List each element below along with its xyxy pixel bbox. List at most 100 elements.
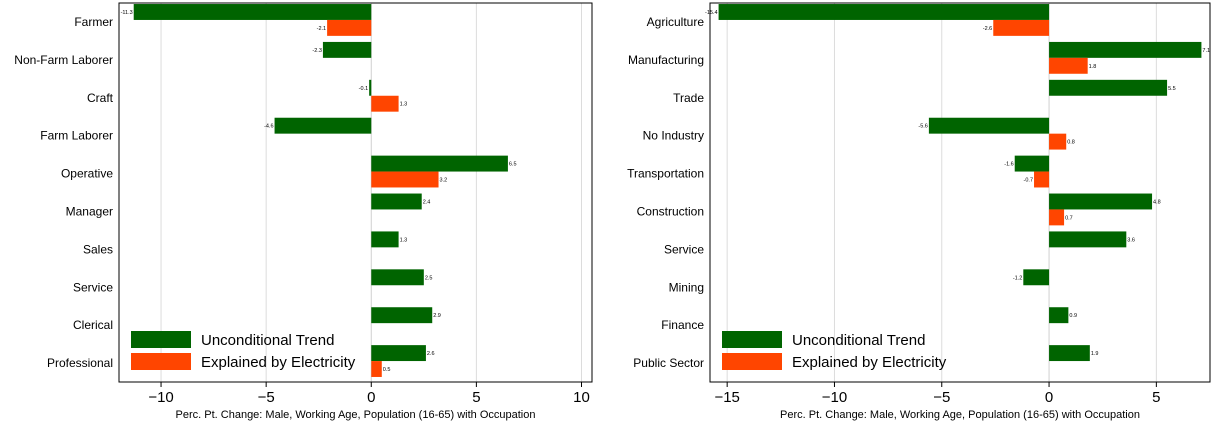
bar xyxy=(718,4,1050,20)
category-label: Sales xyxy=(83,242,113,256)
bar xyxy=(371,171,439,188)
data-label: 1.3 xyxy=(400,237,408,243)
category-label: Manufacturing xyxy=(628,53,704,67)
bar xyxy=(1049,209,1065,226)
data-label: -1.6 xyxy=(1004,162,1013,168)
legend-swatch xyxy=(722,353,782,370)
data-label: 0.7 xyxy=(1065,215,1073,221)
x-tick-label: −15 xyxy=(714,389,739,406)
data-label: 3.2 xyxy=(440,178,448,184)
x-tick-label: −5 xyxy=(933,389,950,406)
bar xyxy=(1049,345,1090,362)
x-tick-label: 0 xyxy=(367,389,375,406)
bar xyxy=(1049,231,1127,248)
data-label: 2.9 xyxy=(433,313,441,319)
category-label: Clerical xyxy=(73,318,113,332)
category-label: Service xyxy=(664,242,704,256)
plot-frame xyxy=(709,2,1211,383)
bar xyxy=(371,193,422,210)
data-label: 0.5 xyxy=(383,367,391,373)
x-tick-label: 10 xyxy=(573,389,590,406)
legend-label: Explained by Electricity xyxy=(792,354,947,371)
data-label: 7.1 xyxy=(1202,48,1210,54)
bar xyxy=(1049,57,1088,74)
x-tick-label: 0 xyxy=(1045,389,1053,406)
x-axis-title: Perc. Pt. Change: Male, Working Age, Pop… xyxy=(176,409,536,421)
legend-swatch xyxy=(131,331,191,348)
x-tick-label: 5 xyxy=(472,389,480,406)
x-tick-label: 5 xyxy=(1152,389,1160,406)
industry-chart-panel: Agriculture-15.4 -2.6 Manufacturing 7.1 1.8 T… xyxy=(627,2,1211,421)
bar xyxy=(369,79,372,96)
category-label: Farm Laborer xyxy=(40,129,113,143)
bar xyxy=(1023,269,1050,286)
bar xyxy=(371,269,424,286)
data-label: -4.6 xyxy=(264,124,273,130)
bar xyxy=(1049,133,1067,150)
x-tick-label: −10 xyxy=(148,389,173,406)
category-label: Construction xyxy=(637,204,704,218)
data-label: -5.6 xyxy=(918,124,927,130)
bar xyxy=(371,95,399,112)
data-label: 5.5 xyxy=(1168,86,1176,92)
category-label: Public Sector xyxy=(633,356,704,370)
category-label: Service xyxy=(73,280,113,294)
data-label: 2.4 xyxy=(423,199,431,205)
legend-swatch xyxy=(131,353,191,370)
bar xyxy=(1034,171,1050,188)
data-label: -1.2 xyxy=(1013,275,1022,281)
data-label: 4.8 xyxy=(1153,199,1161,205)
category-label: Finance xyxy=(661,318,704,332)
bar xyxy=(327,19,372,36)
bar xyxy=(928,117,1050,134)
legend-label: Unconditional Trend xyxy=(792,332,925,349)
category-label: Manager xyxy=(66,204,113,218)
bar xyxy=(133,4,372,20)
data-label: -0.7 xyxy=(1024,178,1033,184)
bar xyxy=(371,345,426,362)
bar xyxy=(371,307,433,324)
occupation-chart-panel: Farmer -11.3 -2.1 Non-Farm Laborer -2.3 Craft… xyxy=(14,2,593,421)
category-label: Transportation xyxy=(627,167,704,181)
bar xyxy=(371,231,399,248)
data-label: 1.3 xyxy=(400,102,408,108)
bar xyxy=(1014,155,1050,172)
bar xyxy=(1049,307,1069,324)
bar xyxy=(274,117,372,134)
x-tick-label: −5 xyxy=(258,389,275,406)
bar xyxy=(322,41,372,58)
data-label: 2.5 xyxy=(425,275,433,281)
data-label: -0.1 xyxy=(359,86,368,92)
data-label: -2.1 xyxy=(317,26,326,32)
data-label: -2.3 xyxy=(312,48,321,54)
data-label: 6.5 xyxy=(509,162,517,168)
category-label: Professional xyxy=(47,356,113,370)
bar xyxy=(1049,79,1168,96)
bar xyxy=(1049,41,1202,58)
x-axis-title: Perc. Pt. Change: Male, Working Age, Pop… xyxy=(780,409,1140,421)
data-label: 1.9 xyxy=(1091,351,1099,357)
data-label: 2.6 xyxy=(427,351,435,357)
data-label: 0.8 xyxy=(1067,140,1075,146)
category-label: No Industry xyxy=(643,129,704,143)
legend-label: Unconditional Trend xyxy=(201,332,334,349)
category-label: Agriculture xyxy=(647,15,705,29)
data-label: 1.8 xyxy=(1089,64,1097,70)
legend-swatch xyxy=(722,331,782,348)
category-label: Craft xyxy=(87,91,114,105)
data-label: -11.3 xyxy=(121,10,133,16)
bar xyxy=(371,361,382,377)
plot-frame xyxy=(118,2,593,383)
data-label: 0.9 xyxy=(1069,313,1077,319)
category-label: Non-Farm Laborer xyxy=(14,53,113,67)
bar xyxy=(371,155,508,172)
category-label: Operative xyxy=(61,167,113,181)
x-tick-label: −10 xyxy=(822,389,847,406)
bar xyxy=(1049,193,1153,210)
data-label: -2.6 xyxy=(983,26,992,32)
data-label: 3.6 xyxy=(1127,237,1135,243)
bar xyxy=(993,19,1050,36)
category-label: Trade xyxy=(673,91,704,105)
category-label: Farmer xyxy=(74,15,113,29)
